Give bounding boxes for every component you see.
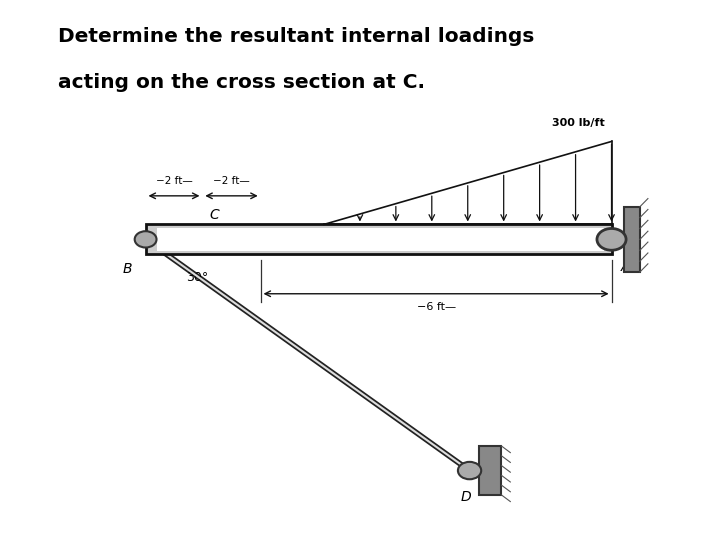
Text: C: C bbox=[210, 208, 220, 222]
Bar bbox=[624, 207, 640, 272]
Text: A: A bbox=[621, 259, 630, 274]
Text: acting on the cross section at C.: acting on the cross section at C. bbox=[58, 73, 425, 92]
Text: 300 lb/ft: 300 lb/ft bbox=[553, 118, 605, 128]
Circle shape bbox=[597, 228, 626, 250]
Bar bbox=[146, 224, 612, 255]
Text: −2 ft—: −2 ft— bbox=[156, 176, 192, 186]
Text: D: D bbox=[461, 490, 471, 504]
Text: B: B bbox=[122, 262, 132, 276]
Text: −6 ft—: −6 ft— bbox=[416, 302, 456, 312]
Text: Determine the resultant internal loadings: Determine the resultant internal loading… bbox=[58, 27, 534, 46]
Circle shape bbox=[135, 231, 157, 248]
Text: −2 ft—: −2 ft— bbox=[213, 176, 250, 186]
Bar bbox=[157, 228, 604, 250]
Circle shape bbox=[458, 462, 481, 479]
Bar bbox=[479, 446, 501, 495]
Text: 30°: 30° bbox=[186, 271, 208, 284]
